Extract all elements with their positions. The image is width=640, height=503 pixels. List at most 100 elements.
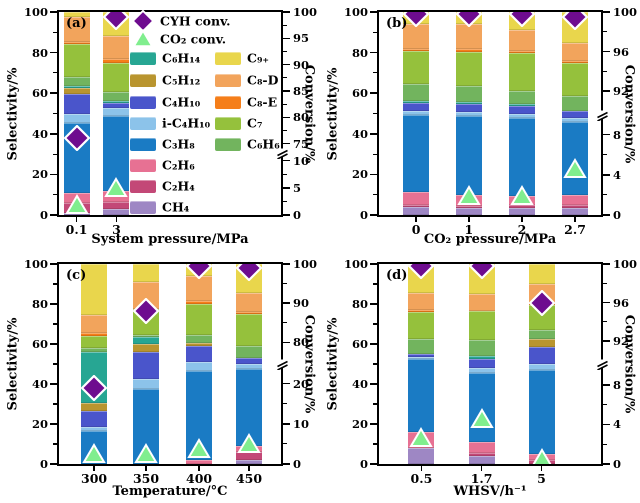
right-axis-major-tick bbox=[283, 11, 290, 13]
bar-segment-C6H6 bbox=[186, 334, 213, 344]
y-axis-major-tick bbox=[50, 51, 57, 54]
bar-segment-C5H12 bbox=[528, 339, 555, 347]
right-axis-tick-label: 90 bbox=[293, 296, 310, 311]
y-axis-title-selectivity: Selectivity/% bbox=[5, 317, 21, 411]
bar-segment-CH4 bbox=[236, 460, 263, 464]
bar-segment-C8E bbox=[81, 333, 108, 337]
bar-segment-C5H12 bbox=[63, 88, 90, 95]
panel-label: (b) bbox=[386, 16, 408, 31]
bar-segment-C3H8 bbox=[508, 117, 535, 196]
right-axis-minor-tick bbox=[283, 129, 287, 132]
legend-label-C8E: C₈-E bbox=[247, 94, 278, 110]
y-axis-tick-label: 100 bbox=[23, 5, 48, 19]
y-axis-major-tick bbox=[50, 92, 57, 94]
bar-segment-C8D bbox=[455, 24, 482, 50]
bar-segment-CH4 bbox=[408, 448, 435, 464]
co2-conv-marker bbox=[409, 427, 434, 448]
right-axis-minor-tick bbox=[603, 282, 607, 284]
panel-label: (c) bbox=[66, 268, 87, 283]
right-axis-tick-label: 8 bbox=[613, 127, 622, 142]
right-axis-major-tick bbox=[603, 384, 610, 386]
right-axis-major-tick bbox=[603, 263, 610, 265]
right-axis-major-tick bbox=[283, 463, 290, 465]
legend-label-iC4H10: i-C₄H₁₀ bbox=[162, 115, 211, 131]
legend-swatch-C4H10 bbox=[130, 95, 156, 109]
bar-segment-C8D bbox=[103, 36, 130, 59]
right-axis-minor-tick bbox=[283, 24, 287, 26]
right-axis-major-tick bbox=[283, 214, 290, 216]
bar-segment-C3H8 bbox=[236, 368, 263, 446]
right-axis-major-tick bbox=[283, 37, 290, 40]
legend-label-C3H8: C₃H₈ bbox=[162, 136, 195, 152]
y-axis-tick-label: 0 bbox=[39, 457, 48, 471]
y-axis-title-selectivity: Selectivity/% bbox=[325, 317, 341, 411]
legend-swatch-C5H12 bbox=[130, 73, 156, 87]
bar-segment-C6H6 bbox=[528, 330, 555, 339]
legend-swatch-C2H6 bbox=[130, 158, 156, 172]
bar-segment-C2H4 bbox=[508, 204, 535, 208]
right-axis-major-tick bbox=[603, 301, 610, 304]
right-axis-tick-label: 0 bbox=[613, 208, 622, 222]
cyh-conv-marker bbox=[235, 264, 263, 282]
legend-swatch-C6H14 bbox=[130, 51, 156, 65]
x-axis-tick-label: 450 bbox=[235, 471, 263, 486]
right-axis-tick-label: 95 bbox=[293, 31, 310, 46]
right-axis-minor-tick bbox=[283, 173, 287, 175]
bar-segment-C7 bbox=[455, 51, 482, 87]
right-axis-major-tick bbox=[283, 302, 290, 304]
legend-label-C4H10: C₄H₁₀ bbox=[162, 94, 201, 110]
bar-segment-C9p bbox=[81, 264, 108, 316]
bar-segment-C8D bbox=[236, 293, 263, 313]
y-axis-title-conversion: Conversion/% bbox=[621, 64, 637, 164]
right-axis-minor-tick bbox=[283, 443, 287, 445]
bar-segment-C8D bbox=[408, 293, 435, 310]
legend: CYH conv. CO₂ conv. C₆H₁₄ C₅H₁₂ C₄H₁₀ i-C₄H₁₀… bbox=[57, 9, 283, 217]
bar-segment-CH4 bbox=[103, 208, 130, 215]
x-axis-tick-label: 0.5 bbox=[410, 471, 433, 486]
bar-segment-C6H6 bbox=[403, 84, 430, 102]
cyh-conv-marker bbox=[407, 264, 435, 280]
y-axis-major-tick bbox=[370, 303, 377, 305]
y-axis-major-tick bbox=[50, 11, 57, 13]
bar-segment-C7 bbox=[63, 44, 90, 78]
right-axis-major-tick bbox=[603, 174, 610, 176]
plot-area bbox=[57, 10, 283, 217]
right-axis-major-tick bbox=[603, 340, 610, 342]
co2-conv-marker bbox=[237, 433, 261, 454]
plot-area bbox=[377, 10, 603, 217]
right-axis-minor-tick bbox=[283, 103, 287, 105]
cyh-conv-marker bbox=[132, 297, 160, 325]
legend-label-C8D: C₈-D bbox=[247, 72, 279, 88]
bar-segment-C4H10 bbox=[508, 106, 535, 114]
y-axis-tick-label: 20 bbox=[31, 417, 48, 431]
bar-segment-C2H6 bbox=[186, 460, 213, 464]
legend-swatch-CH4 bbox=[130, 200, 156, 214]
x-axis-tick bbox=[574, 217, 576, 222]
bar-segment-C8D bbox=[403, 24, 430, 50]
y-axis-title-conversion: Conversion/% bbox=[301, 64, 317, 164]
right-axis-major-tick bbox=[603, 423, 610, 426]
panel-d: Selectivity/% Conversion/% 0 20 40 60 80 100 0… bbox=[320, 250, 640, 503]
y-axis-tick-label: 100 bbox=[343, 5, 368, 19]
right-axis-major-tick bbox=[283, 382, 290, 385]
stacked-bar bbox=[468, 264, 495, 464]
bar-segment-C8E bbox=[103, 58, 130, 63]
right-axis-major-tick bbox=[283, 142, 290, 145]
right-axis-minor-tick bbox=[603, 194, 607, 196]
right-axis-major-tick bbox=[283, 116, 290, 119]
legend-swatch-C9p bbox=[215, 51, 241, 65]
y-axis-major-tick bbox=[370, 173, 377, 176]
bar-segment-CH4 bbox=[562, 207, 589, 215]
bar-segment-C6H6 bbox=[103, 92, 130, 102]
bar-segment-C9p bbox=[528, 264, 555, 284]
y-axis-tick-label: 80 bbox=[31, 45, 48, 60]
right-axis-major-tick bbox=[603, 90, 610, 92]
bar-segment-C2H4 bbox=[455, 205, 482, 208]
right-axis-major-tick bbox=[283, 187, 290, 189]
y-axis-major-tick bbox=[50, 383, 57, 385]
bar-segment-C9p bbox=[133, 264, 160, 283]
right-axis-tick-label: 5 bbox=[293, 180, 302, 195]
bar-segment-C6H14 bbox=[455, 101, 482, 105]
legend-swatch-C2H4 bbox=[130, 179, 156, 193]
bar-segment-C4H10 bbox=[186, 346, 213, 363]
